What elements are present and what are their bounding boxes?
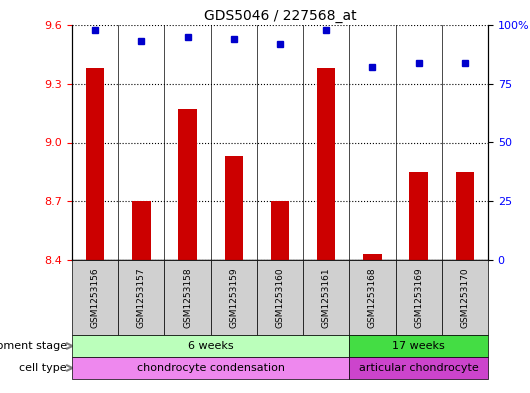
Text: cell type: cell type (19, 363, 67, 373)
Text: GSM1253156: GSM1253156 (91, 267, 100, 328)
Text: GSM1253168: GSM1253168 (368, 267, 377, 328)
Text: development stage: development stage (0, 341, 67, 351)
Text: GSM1253158: GSM1253158 (183, 267, 192, 328)
Title: GDS5046 / 227568_at: GDS5046 / 227568_at (204, 9, 356, 22)
Text: articular chondrocyte: articular chondrocyte (359, 363, 479, 373)
Text: 17 weeks: 17 weeks (392, 341, 445, 351)
Bar (409, 172, 428, 260)
Text: GSM1253160: GSM1253160 (276, 267, 285, 328)
Text: chondrocyte condensation: chondrocyte condensation (137, 363, 285, 373)
Text: GSM1253159: GSM1253159 (229, 267, 239, 328)
Bar (271, 201, 289, 260)
Text: GSM1253157: GSM1253157 (137, 267, 146, 328)
Bar (86, 68, 104, 260)
Bar (456, 172, 474, 260)
Bar (225, 156, 243, 260)
Bar (178, 109, 197, 260)
Text: GSM1253169: GSM1253169 (414, 267, 423, 328)
Bar (363, 254, 382, 260)
Text: 6 weeks: 6 weeks (188, 341, 234, 351)
Text: GSM1253161: GSM1253161 (322, 267, 331, 328)
Bar (317, 68, 335, 260)
Bar (132, 201, 151, 260)
Text: GSM1253170: GSM1253170 (461, 267, 470, 328)
